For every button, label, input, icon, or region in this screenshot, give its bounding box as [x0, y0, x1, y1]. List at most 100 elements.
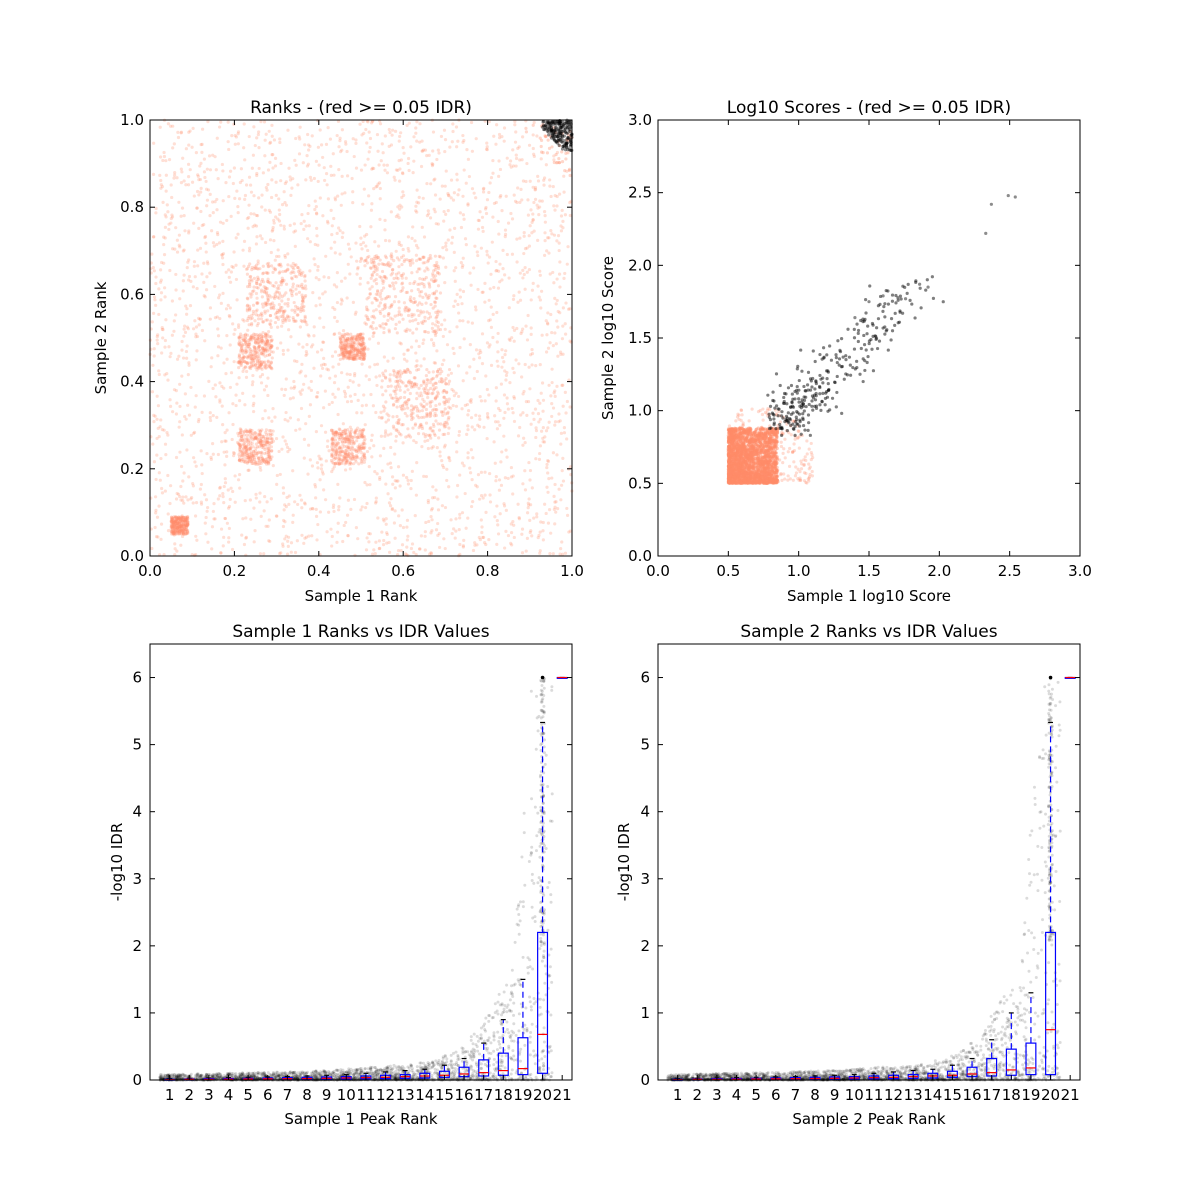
data-point: [252, 194, 256, 198]
data-point: [290, 276, 294, 280]
data-point: [488, 181, 492, 185]
data-point: [430, 518, 434, 522]
data-point: [545, 333, 549, 337]
data-point: [255, 301, 259, 306]
data-point: [347, 356, 351, 360]
data-point: [469, 120, 474, 125]
data-point: [222, 484, 226, 489]
data-point: [268, 281, 272, 285]
data-point: [367, 254, 371, 259]
data-point: [428, 414, 432, 419]
data-point: [403, 390, 407, 394]
data-point: [331, 152, 335, 156]
data-point: [203, 521, 207, 525]
data-point: [305, 164, 310, 168]
data-point: [253, 266, 258, 270]
data-point: [163, 213, 167, 217]
data-point: [183, 532, 187, 536]
data-point: [352, 442, 356, 446]
data-point: [341, 356, 345, 360]
data-point: [490, 240, 494, 244]
data-point: [380, 269, 385, 274]
data-point: [473, 305, 478, 309]
data-point: [568, 465, 573, 469]
data-point: [466, 202, 470, 206]
data-point: [370, 301, 374, 305]
data-point: [418, 257, 423, 261]
data-point: [173, 171, 177, 175]
data-point: [444, 244, 448, 248]
data-point: [327, 275, 331, 280]
data-point: [431, 391, 435, 395]
data-point: [275, 310, 279, 314]
data-point: [308, 144, 312, 149]
data-point: [294, 428, 298, 432]
data-point: [292, 267, 296, 271]
data-point: [554, 500, 558, 504]
data-point: [307, 334, 311, 338]
data-point: [414, 243, 419, 248]
data-point: [368, 145, 372, 150]
data-point: [273, 292, 277, 296]
data-point: [542, 176, 547, 180]
data-point: [418, 424, 422, 428]
data-point: [163, 225, 168, 229]
data-point: [212, 517, 216, 521]
data-point: [458, 345, 462, 350]
data-point: [394, 322, 398, 326]
data-point: [302, 541, 306, 545]
data-point: [174, 272, 178, 277]
data-point: [266, 182, 270, 187]
data-point: [356, 426, 360, 430]
data-point: [356, 537, 360, 541]
data-point: [566, 245, 570, 249]
data-point: [383, 218, 387, 223]
data-point: [249, 212, 253, 216]
data-point: [300, 533, 304, 537]
data-point: [460, 265, 464, 269]
data-point: [553, 394, 557, 398]
data-point: [380, 469, 384, 473]
data-point: [364, 244, 368, 248]
data-point: [488, 500, 493, 504]
data-point: [541, 398, 546, 402]
data-point: [292, 319, 296, 323]
data-point: [400, 171, 405, 175]
data-point: [518, 271, 522, 275]
data-point: [382, 538, 386, 543]
data-point: [209, 455, 213, 459]
data-point: [405, 518, 410, 522]
data-point: [521, 268, 525, 272]
data-point: [291, 315, 295, 320]
data-point: [504, 529, 508, 534]
data-point: [395, 331, 399, 335]
data-point: [406, 161, 410, 166]
data-point: [347, 455, 351, 459]
data-point: [215, 415, 219, 420]
data-point: [374, 375, 378, 379]
data-point: [427, 256, 431, 260]
data-point: [166, 512, 170, 516]
data-point: [392, 287, 396, 291]
data-point: [345, 344, 349, 348]
data-point: [216, 452, 220, 457]
data-point: [150, 390, 155, 394]
data-point: [331, 428, 335, 433]
data-point: [393, 129, 398, 133]
data-point: [400, 282, 404, 286]
data-point: [559, 352, 563, 356]
data-point: [263, 240, 268, 245]
data-point: [402, 357, 407, 361]
data-point: [354, 351, 358, 356]
data-point: [156, 404, 161, 408]
data-point: [525, 338, 530, 342]
data-point: [272, 284, 276, 288]
data-point: [477, 414, 482, 418]
data-point: [303, 284, 308, 288]
data-point: [284, 410, 288, 415]
data-point: [302, 227, 306, 231]
data-point: [195, 206, 199, 210]
data-point: [440, 410, 444, 415]
data-point: [263, 451, 267, 456]
data-point: [517, 362, 521, 366]
